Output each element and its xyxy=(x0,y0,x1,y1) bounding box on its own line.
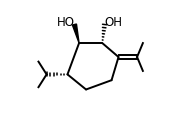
Polygon shape xyxy=(72,25,79,44)
Text: HO: HO xyxy=(57,15,75,28)
Text: OH: OH xyxy=(104,15,122,28)
